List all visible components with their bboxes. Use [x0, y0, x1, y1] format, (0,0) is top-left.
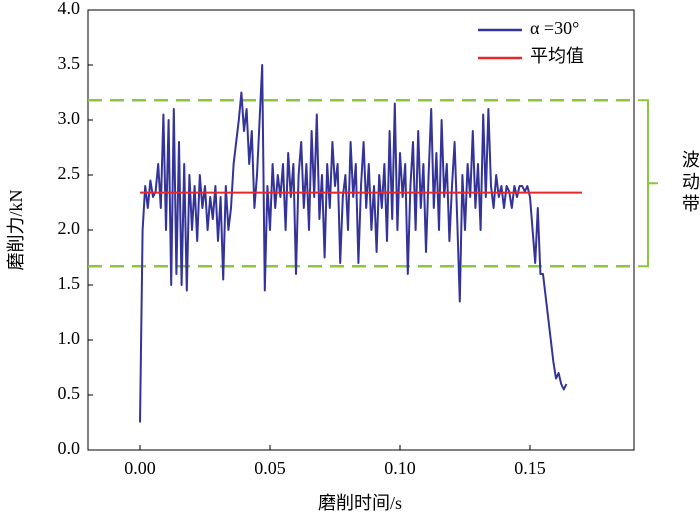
- y-tick-label: 3.5: [58, 53, 81, 73]
- band-label: 波动带: [680, 150, 700, 216]
- y-tick-label: 0.0: [58, 438, 81, 458]
- y-tick-label: 3.0: [58, 108, 81, 128]
- y-tick-label: 1.5: [58, 273, 81, 293]
- y-axis-label: 磨削力/kN: [6, 189, 26, 270]
- x-axis-label: 磨削时间/s: [318, 493, 402, 513]
- y-tick-label: 1.0: [58, 328, 81, 348]
- y-tick-label: 2.5: [58, 163, 81, 183]
- y-tick-label: 0.5: [58, 383, 81, 403]
- y-tick-label: 2.0: [58, 218, 81, 238]
- legend-label: 平均值: [530, 46, 584, 66]
- x-tick-label: 0.10: [384, 458, 416, 478]
- x-tick-label: 0.00: [124, 458, 156, 478]
- band-bracket: [638, 99, 658, 268]
- y-tick-label: 4.0: [58, 0, 81, 18]
- series-line: [139, 64, 568, 423]
- legend-label: α =30°: [530, 18, 579, 38]
- x-tick-label: 0.15: [514, 458, 546, 478]
- x-tick-label: 0.05: [254, 458, 286, 478]
